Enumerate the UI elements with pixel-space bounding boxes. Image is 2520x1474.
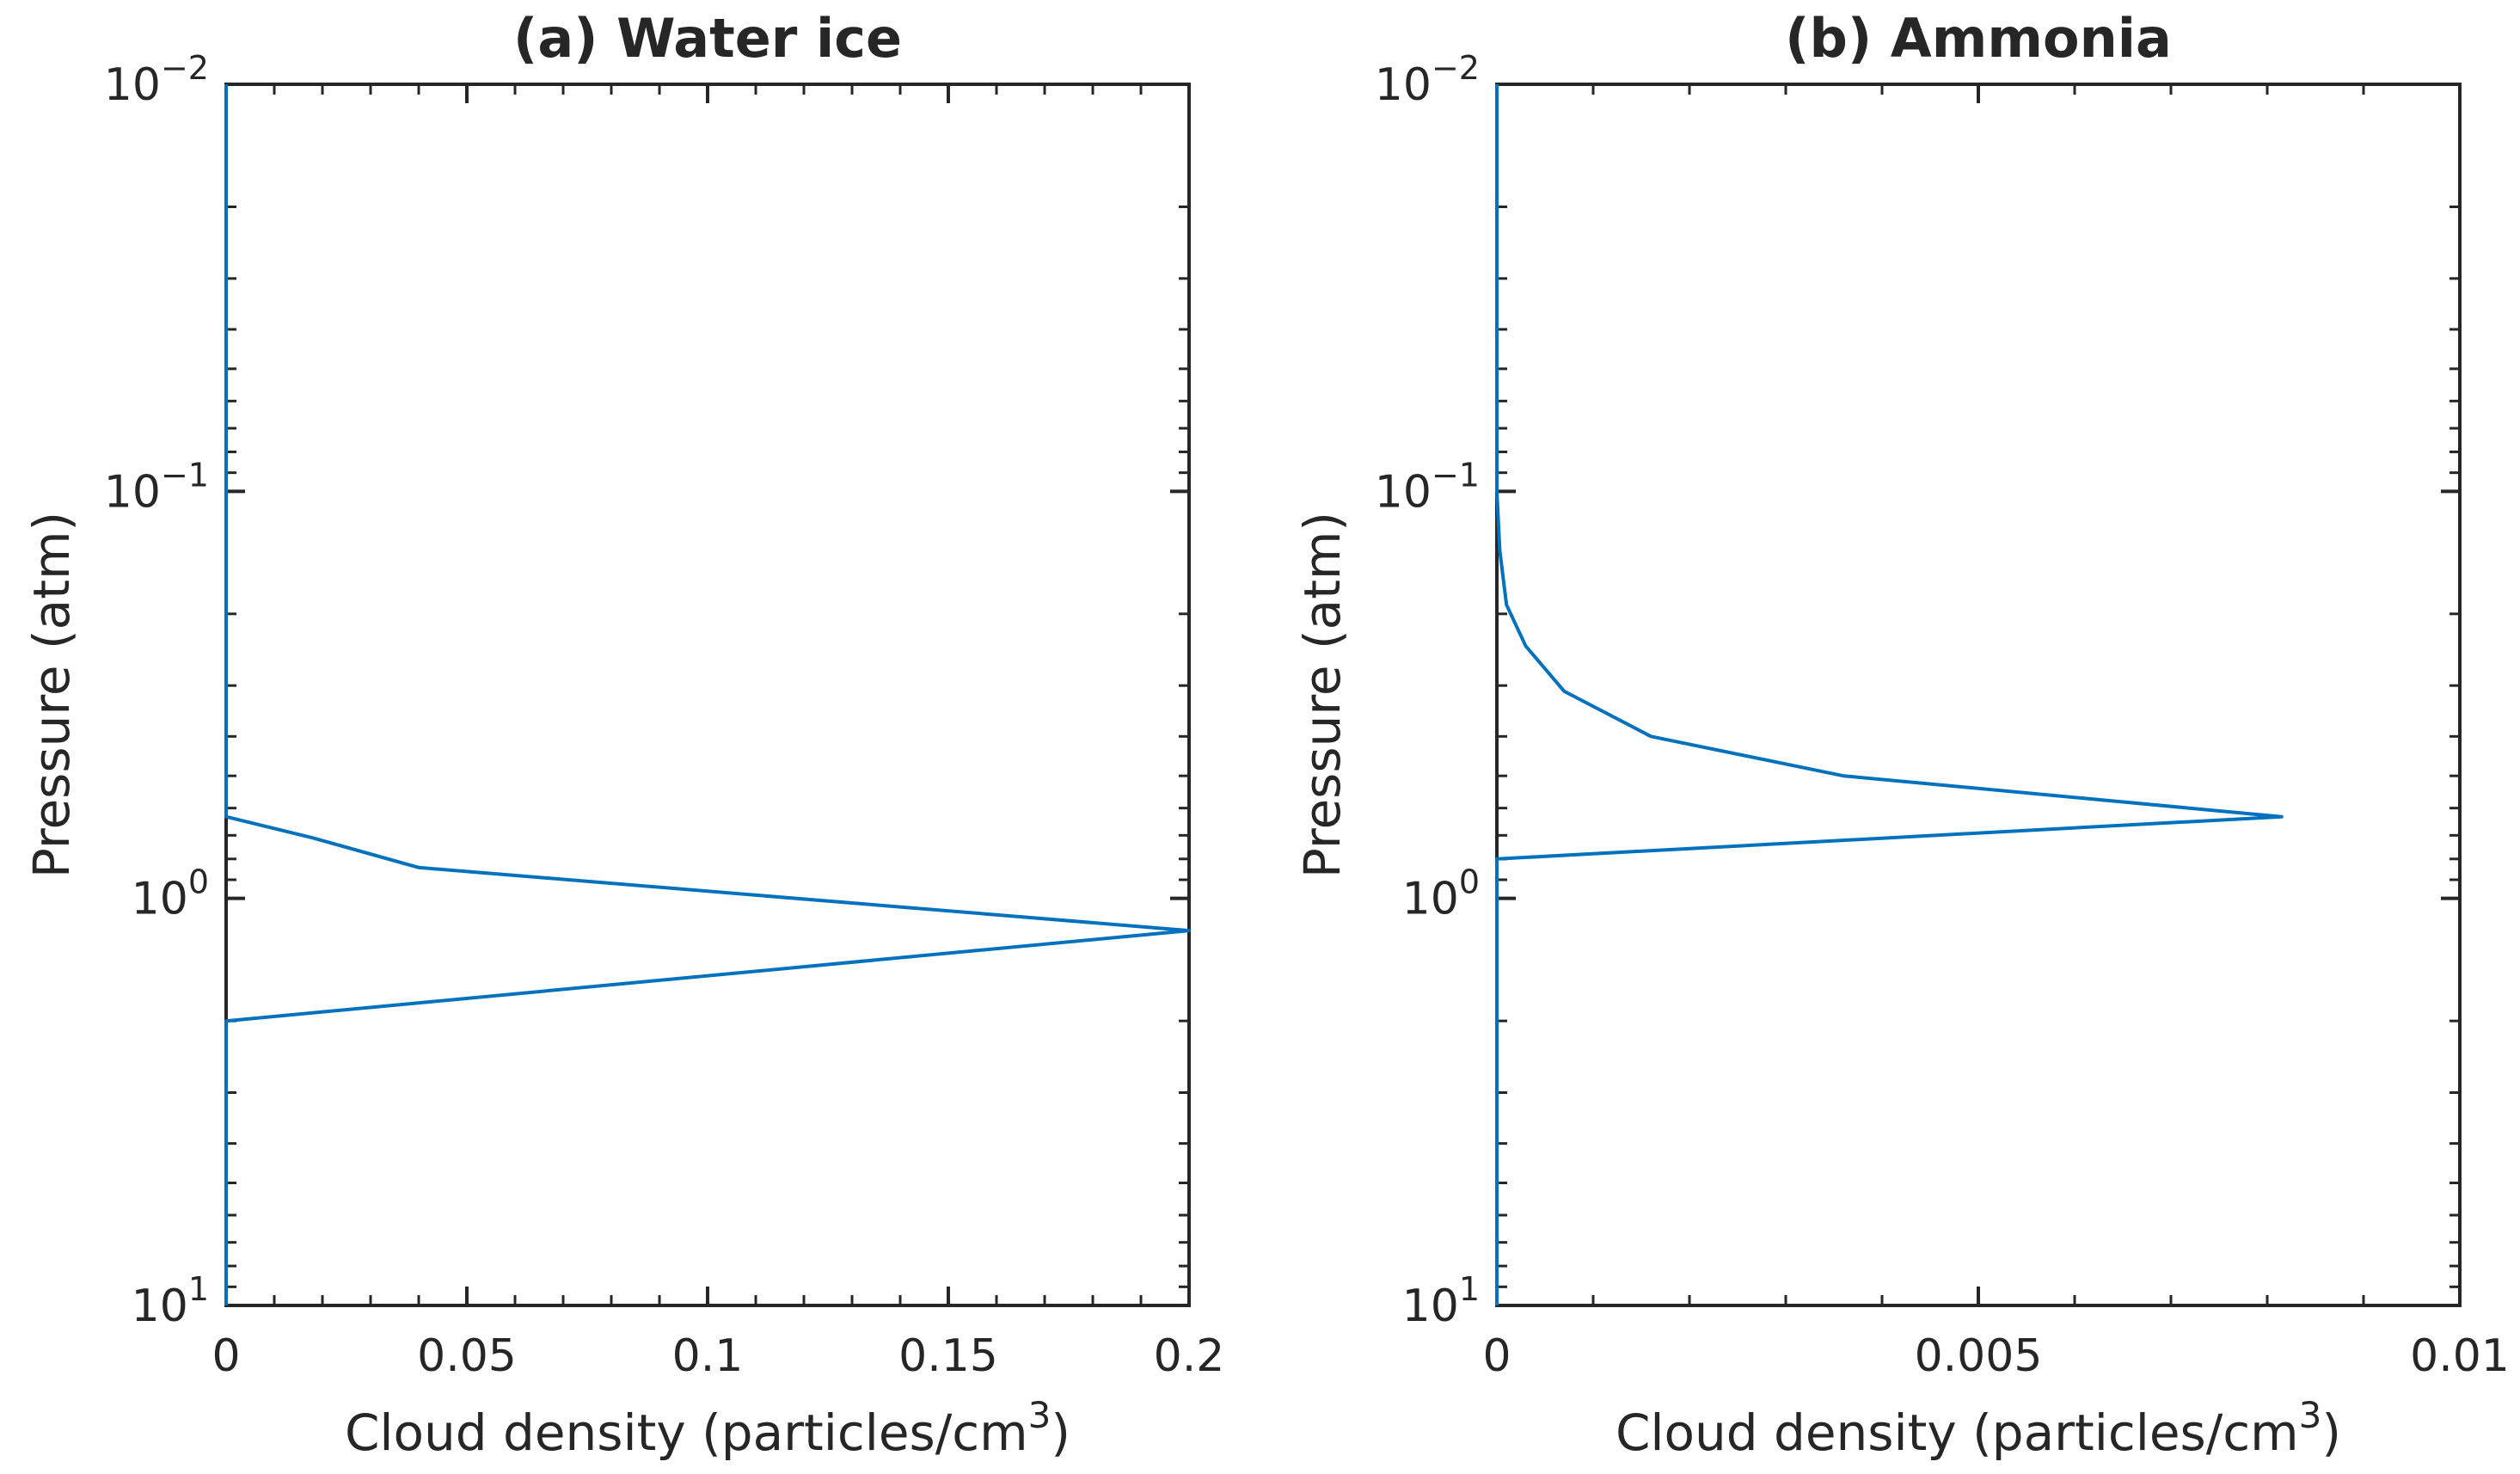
y-tick-label: 10−2	[1375, 49, 1480, 111]
axes-box	[224, 83, 1191, 1307]
y-tick-label: 10−1	[104, 456, 209, 518]
x-axis-label: Cloud density (particles/cm3)	[1616, 1394, 2341, 1462]
x-tick-label: 0	[212, 1330, 240, 1382]
chart-title: (b) Ammonia	[1785, 7, 2172, 70]
x-axis-label: Cloud density (particles/cm3)	[345, 1394, 1070, 1462]
x-tick-label: 0.01	[2410, 1330, 2510, 1382]
y-axis-label: Pressure (atm)	[1293, 512, 1352, 878]
y-axis-label: Pressure (atm)	[22, 512, 81, 878]
y-tick-label: 101	[1402, 1270, 1480, 1332]
x-tick-label: 0	[1482, 1330, 1511, 1382]
y-tick-label: 100	[132, 863, 209, 925]
x-tick-label: 0.005	[1915, 1330, 2043, 1382]
panel-1: (a) Water ice 0 0.05 0.1 0.15 0.2 10−2 10−1 100 1…	[22, 7, 1224, 1462]
y-tick-label: 10−2	[104, 49, 209, 111]
y-tick-label: 101	[132, 1270, 209, 1332]
chart-title: (a) Water ice	[513, 7, 902, 70]
y-tick-label: 10−1	[1375, 456, 1480, 518]
panel-2: (b) Ammonia 0 0.005 0.01 10−2 10−1 100 101 Cloud…	[1293, 7, 2510, 1462]
axes-box	[1495, 83, 2462, 1307]
y-tick-label: 100	[1402, 863, 1480, 925]
x-tick-label: 0.15	[898, 1330, 998, 1382]
series-line-water-ice-density	[224, 84, 1191, 1305]
series-line-ammonia-density	[1495, 84, 2284, 1305]
x-tick-label: 0.1	[672, 1330, 744, 1382]
x-tick-label: 0.05	[417, 1330, 517, 1382]
x-tick-label: 0.2	[1154, 1330, 1225, 1382]
